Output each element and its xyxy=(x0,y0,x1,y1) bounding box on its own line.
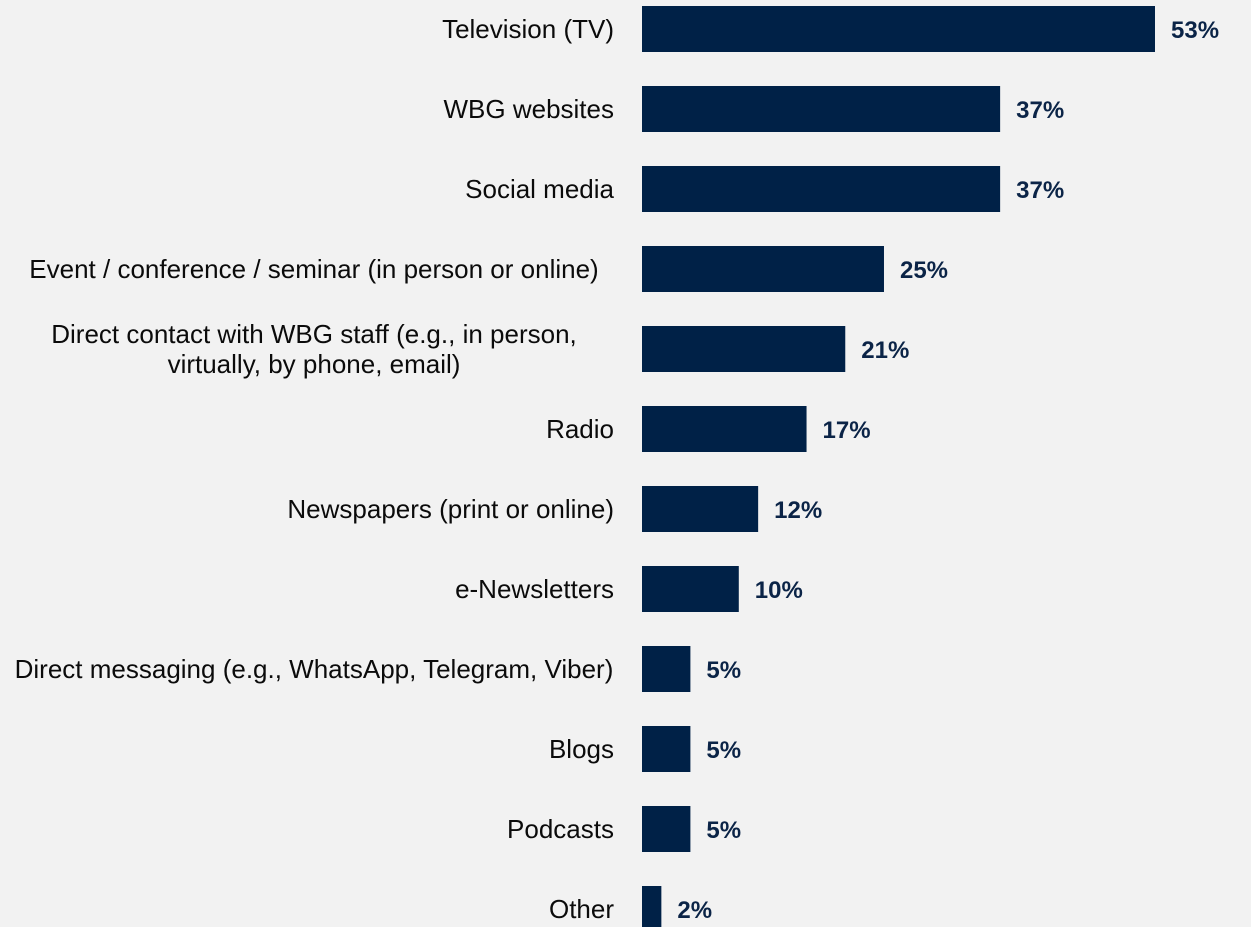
category-label: Event / conference / seminar (in person … xyxy=(29,254,599,284)
category-label: Blogs xyxy=(548,734,614,764)
category-label: Social media xyxy=(465,174,614,204)
bar xyxy=(642,166,1001,212)
data-label: 5% xyxy=(706,657,742,684)
category-label: Newspapers (print or online) xyxy=(287,494,614,524)
data-label: 17% xyxy=(822,417,871,444)
bar xyxy=(642,326,846,372)
bar xyxy=(642,566,739,612)
bar xyxy=(642,806,691,852)
bar xyxy=(642,406,807,452)
data-label: 21% xyxy=(861,337,910,364)
category-label: Podcasts xyxy=(507,814,614,844)
data-label: 25% xyxy=(899,257,949,284)
category-label: Radio xyxy=(546,414,614,444)
data-label: 37% xyxy=(1016,177,1065,204)
bar xyxy=(642,246,884,292)
data-label: 2% xyxy=(677,897,713,924)
data-label: 5% xyxy=(706,737,742,764)
bar xyxy=(642,726,691,772)
data-label: 10% xyxy=(754,577,803,604)
category-label: e-Newsletters xyxy=(455,574,614,604)
category-label: Television (TV) xyxy=(442,14,614,44)
bar xyxy=(642,886,662,927)
data-label: 12% xyxy=(774,497,823,524)
data-label: 53% xyxy=(1171,17,1220,44)
bar xyxy=(642,6,1155,52)
bar xyxy=(642,86,1001,132)
bar xyxy=(642,646,691,692)
bar xyxy=(642,486,759,532)
category-label: Direct contact with WBG staff (e.g., in … xyxy=(51,319,577,379)
data-label: 5% xyxy=(706,817,742,844)
category-label: WBG websites xyxy=(443,94,615,124)
category-label: Other xyxy=(548,894,614,924)
category-label: Direct messaging (e.g., WhatsApp, Telegr… xyxy=(14,654,614,684)
data-label: 37% xyxy=(1016,97,1065,124)
